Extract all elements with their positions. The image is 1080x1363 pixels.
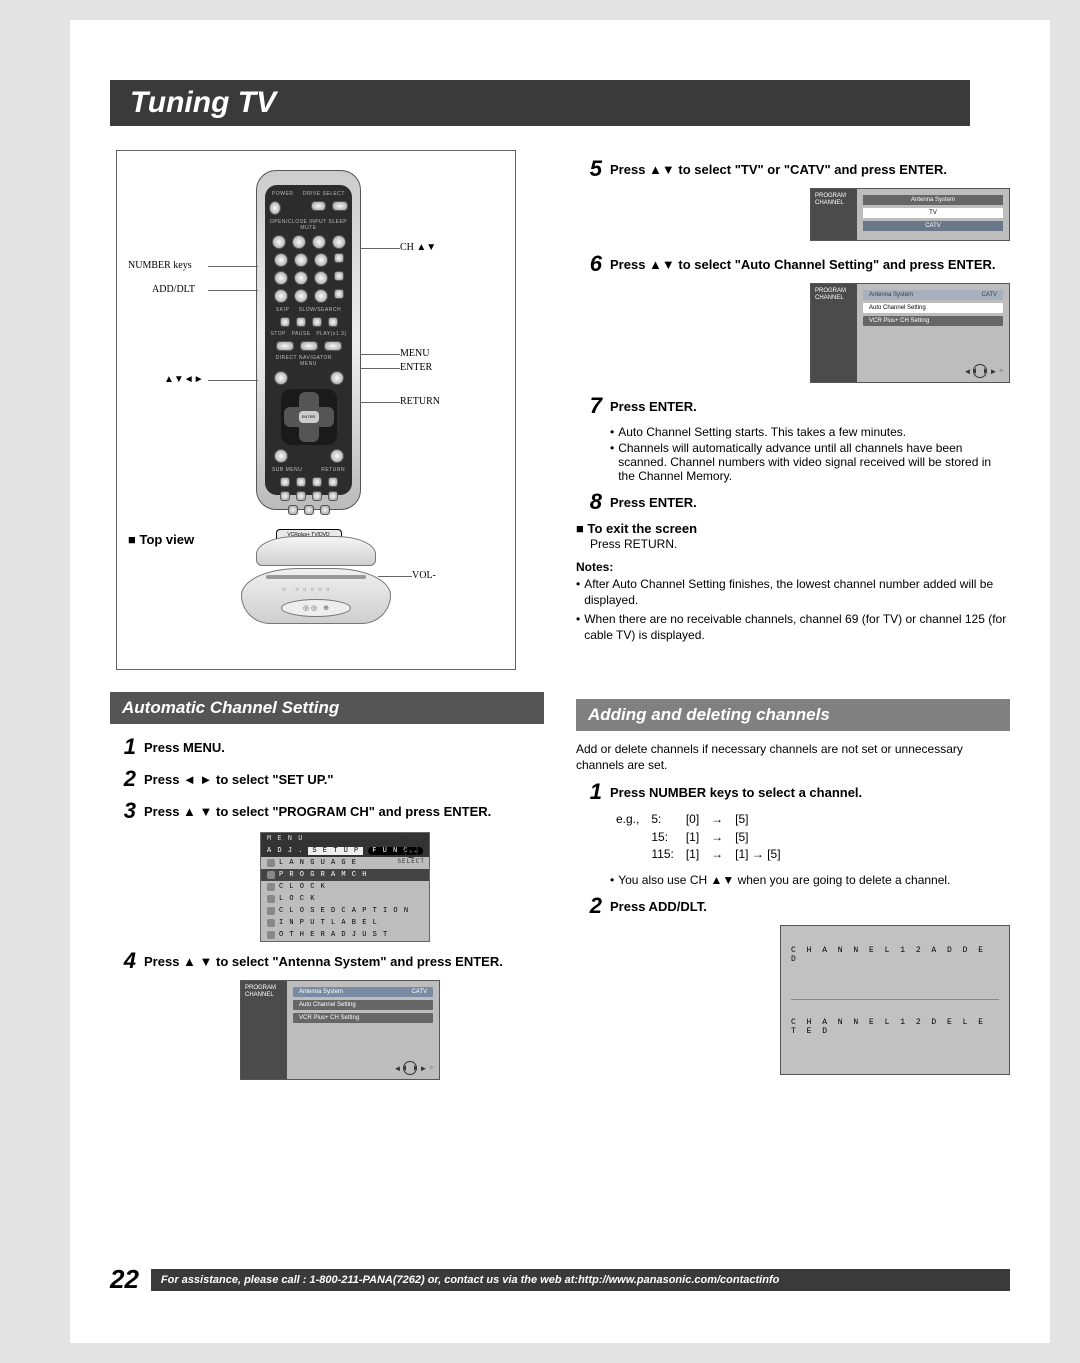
example-block: e.g.,5:[0]→[5] 15:[1]→[5] 115:[1]→[1] → … [610, 811, 1010, 863]
step-num-3: 3 [110, 798, 136, 824]
step-num-8: 8 [576, 489, 602, 515]
label-menu: MENU [400, 348, 429, 359]
step-num-6: 6 [576, 251, 602, 277]
osd-program-channel: PROGRAM CHANNEL Antenna SystemCATV Auto … [240, 980, 440, 1080]
section-adding-deleting: Adding and deleting channels [576, 699, 1010, 731]
step-4-text: Press ▲ ▼ to select "Antenna System" and… [144, 954, 503, 969]
note-1: After Auto Channel Setting finishes, the… [584, 576, 1010, 608]
label-arrows: ▲▼◄► [164, 374, 204, 385]
adding-intro: Add or delete channels if necessary chan… [576, 741, 1010, 773]
step-5-text: Press ▲▼ to select "TV" or "CATV" and pr… [610, 162, 947, 177]
add-step-num-1: 1 [576, 779, 602, 805]
step-1-text: Press MENU. [144, 740, 225, 755]
step-6-text: Press ▲▼ to select "Auto Channel Setting… [610, 257, 996, 272]
step-num-4: 4 [110, 948, 136, 974]
tv-unit-diagram: ○ ○○○○○ ◎ ◎⊕ [236, 536, 396, 646]
page-number: 22 [110, 1264, 139, 1295]
label-enter: ENTER [400, 362, 432, 373]
exit-heading: To exit the screen [576, 521, 1010, 536]
add-step-1: Press NUMBER keys to select a channel. [610, 785, 862, 800]
add-step-1b: You also use CH ▲▼ when you are going to… [618, 873, 950, 887]
note-2: When there are no receivable channels, c… [584, 611, 1010, 643]
add-step-2: Press ADD/DLT. [610, 899, 707, 914]
page-title-bar: Tuning TV [110, 80, 970, 126]
label-ch: CH ▲▼ [400, 242, 436, 253]
step-3-text: Press ▲ ▼ to select "PROGRAM CH" and pre… [144, 804, 491, 819]
osd-setup-menu: M E N U A D J . S E T U P F U N C . L A … [260, 832, 430, 942]
step-7-b1: Auto Channel Setting starts. This takes … [618, 425, 906, 439]
tv-add-delete-screen: C H A N N E L 1 2 A D D E D C H A N N E … [780, 925, 1010, 1075]
step-num-5: 5 [576, 156, 602, 182]
label-vol: VOL- [412, 570, 436, 581]
label-top-view: ■ Top view [128, 532, 194, 547]
osd-auto-channel: PROGRAM CHANNEL Antenna SystemCATV Auto … [810, 283, 1010, 383]
step-2-text: Press ◄ ► to select "SET UP." [144, 772, 334, 787]
label-add-dlt: ADD/DLT [152, 284, 195, 295]
notes-heading: Notes: [576, 560, 1010, 574]
step-8-text: Press ENTER. [610, 495, 697, 510]
exit-text: Press RETURN. [590, 536, 1010, 552]
page-title: Tuning TV [130, 86, 276, 120]
step-num-7: 7 [576, 393, 602, 419]
footer-text: For assistance, please call : 1-800-211-… [151, 1269, 1010, 1291]
add-step-num-2: 2 [576, 893, 602, 919]
step-7-b2: Channels will automatically advance unti… [618, 441, 1010, 483]
label-return: RETURN [400, 396, 440, 407]
section-auto-channel: Automatic Channel Setting [110, 692, 544, 724]
label-number-keys: NUMBER keys [128, 260, 192, 271]
osd-antenna-select: PROGRAM CHANNEL Antenna System TV CATV [810, 188, 1010, 241]
step-num-2: 2 [110, 766, 136, 792]
step-7-text: Press ENTER. [610, 399, 697, 414]
remote-diagram: POWER DRIVE SELECT OPEN/CLOSE INPUT SLEE… [116, 150, 516, 670]
step-num-1: 1 [110, 734, 136, 760]
